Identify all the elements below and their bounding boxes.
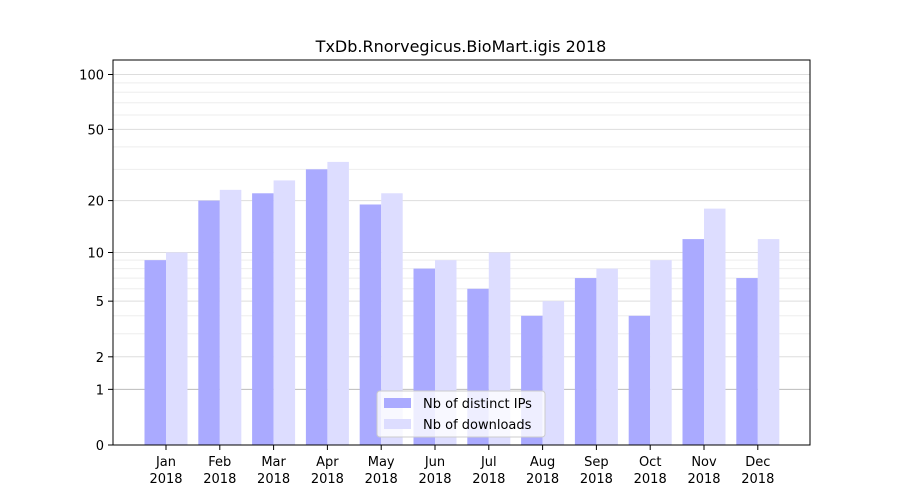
x-tick-label-month: Aug <box>530 455 555 470</box>
y-tick-label: 2 <box>96 351 104 366</box>
x-tick-label-month: Dec <box>745 455 770 470</box>
bar-downloads <box>542 301 565 445</box>
bar-distinct-ips <box>305 169 328 445</box>
legend-label: Nb of distinct IPs <box>423 397 532 412</box>
bar-downloads <box>650 260 672 445</box>
y-tick-label: 100 <box>79 69 104 84</box>
x-tick-label-year: 2018 <box>418 472 451 487</box>
bar-distinct-ips <box>628 315 651 445</box>
chart-title: TxDb.Rnorvegicus.BioMart.igis 2018 <box>315 37 607 56</box>
legend: Nb of distinct IPs Nb of downloads <box>376 390 546 438</box>
bar-downloads <box>327 161 349 445</box>
x-tick-label-year: 2018 <box>526 472 559 487</box>
bar-distinct-ips <box>682 239 704 445</box>
x-tick-label-month: Oct <box>639 455 661 470</box>
legend-swatch <box>384 419 411 429</box>
bar-downloads <box>273 180 296 446</box>
bar-downloads <box>381 193 403 445</box>
y-axis: 0 1 2 5 10 20 50 100 <box>79 69 113 454</box>
x-tick-label-year: 2018 <box>311 472 344 487</box>
x-tick-label-month: Nov <box>691 455 717 470</box>
x-tick-label-month: May <box>368 455 395 470</box>
x-tick-label-year: 2018 <box>365 472 398 487</box>
bar-downloads <box>596 268 618 445</box>
bar-distinct-ips <box>144 260 166 445</box>
x-tick-label-year: 2018 <box>472 472 505 487</box>
legend-label: Nb of downloads <box>423 418 532 433</box>
y-tick-label: 10 <box>87 247 104 262</box>
y-tick-label: 5 <box>96 295 104 310</box>
legend-box <box>376 390 546 438</box>
legend-swatch <box>384 398 411 408</box>
bar-downloads <box>219 189 242 445</box>
bar-distinct-ips <box>198 200 220 445</box>
bar-distinct-ips <box>574 278 597 445</box>
x-tick-label-month: Apr <box>316 455 339 470</box>
bar-downloads <box>166 252 188 445</box>
x-tick-label-month: Jul <box>480 455 497 470</box>
x-tick-label-month: Feb <box>208 455 231 470</box>
bar-distinct-ips <box>359 204 382 445</box>
x-tick-label-month: Jun <box>424 455 445 470</box>
y-tick-label: 20 <box>87 195 104 210</box>
x-tick-label-year: 2018 <box>634 472 667 487</box>
x-tick-label-year: 2018 <box>580 472 613 487</box>
x-tick-label-year: 2018 <box>149 472 182 487</box>
x-tick-label-month: Sep <box>584 455 609 470</box>
x-tick-label-month: Jan <box>155 455 176 470</box>
x-tick-label-year: 2018 <box>687 472 720 487</box>
bar-downloads <box>757 239 780 445</box>
x-tick-label-year: 2018 <box>741 472 774 487</box>
bar-distinct-ips <box>252 193 274 445</box>
bar-downloads <box>704 208 726 445</box>
bar-distinct-ips <box>736 278 758 445</box>
y-tick-label: 1 <box>96 383 104 398</box>
y-tick-label: 0 <box>96 439 104 454</box>
x-tick-label-year: 2018 <box>203 472 236 487</box>
x-axis: Jan 2018 Feb 2018 Mar 2018 Apr 2018 May 2018 Jun 20… <box>149 445 774 487</box>
x-tick-label-month: Mar <box>261 455 286 470</box>
y-tick-label: 50 <box>87 123 104 138</box>
x-tick-label-year: 2018 <box>257 472 290 487</box>
